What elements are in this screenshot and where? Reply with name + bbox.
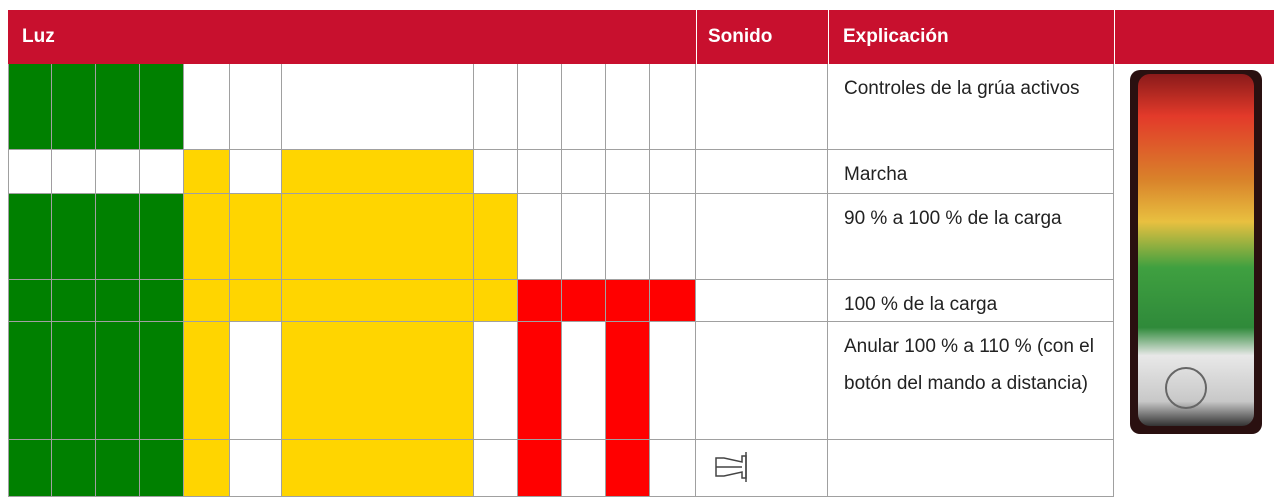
sound-cell [696,64,828,150]
light-cell [606,194,650,280]
light-cell [230,280,282,322]
light-cell [140,280,184,322]
light-cell [562,280,606,322]
light-cell [52,440,96,497]
header-explanation: Explicación [843,26,949,47]
light-cell [282,64,474,150]
light-cell [650,150,696,194]
light-cell [184,280,230,322]
light-cell [52,64,96,150]
header-divider [828,10,829,64]
light-cell [518,150,562,194]
light-cell [562,440,606,497]
light-cell [8,322,52,440]
light-cell [230,194,282,280]
light-cell [650,322,696,440]
light-cell [8,280,52,322]
sound-cell [696,322,828,440]
explanation: 90 % a 100 % de la carga [828,194,1114,280]
light-cell [184,150,230,194]
header-sound: Sonido [708,26,773,47]
light-cell [518,194,562,280]
light-cell [230,322,282,440]
light-cell [96,64,140,150]
light-cell [184,64,230,150]
explanation [828,440,1114,497]
light-cell [52,322,96,440]
light-cell [562,194,606,280]
light-cell [282,194,474,280]
light-cell [230,440,282,497]
light-cell [518,280,562,322]
light-cell [8,440,52,497]
light-cell [96,150,140,194]
header-divider [1114,10,1115,64]
horn-icon [715,452,747,482]
light-cell [474,280,518,322]
light-cell [606,64,650,150]
sound-cell [696,194,828,280]
light-cell [650,64,696,150]
explanation: Anular 100 % a 110 % (con el botón del m… [828,322,1114,440]
light-cell [474,322,518,440]
light-cell [8,150,52,194]
signal-tower-photo [1130,70,1262,434]
header-bar [8,10,1274,64]
light-cell [518,440,562,497]
light-cell [518,64,562,150]
light-cell [140,194,184,280]
light-cell [650,194,696,280]
light-cell [52,280,96,322]
light-cell [140,440,184,497]
light-cell [474,64,518,150]
light-cell [184,194,230,280]
light-cell [562,322,606,440]
light-cell [96,440,140,497]
light-cell [96,322,140,440]
light-cell [184,322,230,440]
light-cell [606,150,650,194]
light-cell [282,322,474,440]
light-cell [474,440,518,497]
light-cell [562,64,606,150]
header-divider [696,10,697,64]
light-cell [52,194,96,280]
header-light: Luz [22,26,55,47]
light-cell [474,150,518,194]
light-cell [96,194,140,280]
light-cell [8,64,52,150]
light-cell [140,64,184,150]
light-cell [230,150,282,194]
explanation: 100 % de la carga [828,280,1114,322]
light-cell [140,322,184,440]
light-cell [474,194,518,280]
light-cell [562,150,606,194]
explanation: Controles de la grúa activos [828,64,1114,150]
light-cell [606,322,650,440]
light-cell [8,194,52,280]
light-cell [282,150,474,194]
sound-cell [696,440,828,497]
light-cell [518,322,562,440]
light-cell [230,64,282,150]
explanation: Marcha [828,150,1114,194]
light-cell [52,150,96,194]
light-cell [282,280,474,322]
light-cell [650,440,696,497]
light-cell [282,440,474,497]
light-cell [650,280,696,322]
light-cell [606,280,650,322]
light-cell [184,440,230,497]
light-cell [140,150,184,194]
light-cell [96,280,140,322]
sound-cell [696,150,828,194]
sound-cell [696,280,828,322]
light-cell [606,440,650,497]
